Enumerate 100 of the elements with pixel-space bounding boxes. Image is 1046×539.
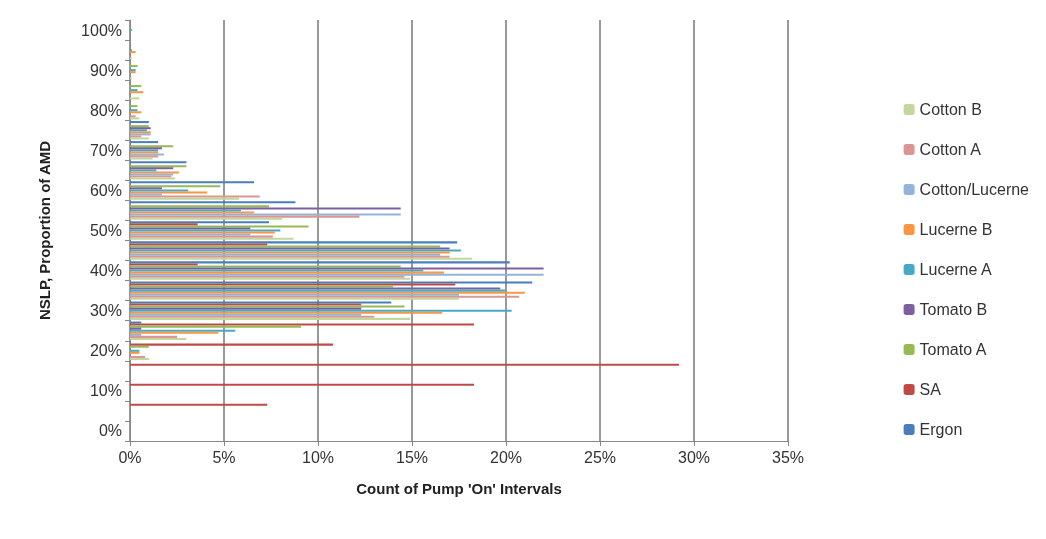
bar [130, 335, 177, 338]
bar [130, 243, 268, 246]
bar [130, 345, 149, 348]
bar [130, 177, 176, 180]
bar [130, 89, 138, 92]
bar [130, 135, 142, 138]
legend-label: Lucerne B [919, 221, 993, 238]
bar [130, 275, 405, 278]
bar [130, 301, 392, 304]
bar [130, 145, 174, 148]
bar [130, 153, 164, 156]
bar [130, 235, 273, 238]
bar [130, 51, 136, 54]
bar [130, 171, 179, 174]
bar [130, 237, 294, 240]
bar [130, 303, 362, 306]
bar [130, 281, 533, 284]
bar [130, 211, 255, 214]
bar [130, 111, 142, 114]
x-tick-label: 10% [301, 448, 335, 466]
x-tick-label: 30% [677, 448, 711, 466]
bar [130, 289, 506, 292]
bar [130, 121, 149, 124]
bar [130, 207, 401, 210]
bar [130, 261, 510, 264]
legend-label: Tomato A [919, 341, 987, 358]
x-tick-label: 25% [583, 448, 617, 466]
bar [130, 197, 240, 200]
bar [130, 311, 443, 314]
bar [130, 155, 159, 158]
legend-label: Tomato B [919, 301, 988, 318]
bar [130, 321, 142, 324]
bar [130, 217, 283, 220]
y-tick-label: 80% [89, 101, 122, 119]
y-tick-label: 30% [89, 302, 122, 320]
legend-label: Cotton A [919, 141, 982, 158]
legend-label: SA [919, 381, 942, 398]
bar [130, 383, 475, 386]
bar [130, 327, 142, 330]
bar [130, 185, 221, 188]
bar [130, 209, 241, 212]
bar [130, 269, 424, 272]
bar [130, 337, 187, 340]
bar [130, 65, 138, 68]
bar [130, 313, 362, 316]
bar [130, 317, 411, 320]
y-tick-label: 40% [89, 262, 122, 280]
bar [130, 307, 362, 310]
bar [130, 333, 142, 336]
y-tick-label: 10% [89, 382, 122, 400]
bar [130, 115, 136, 118]
bar [130, 233, 251, 236]
bar [130, 255, 450, 258]
x-tick-label: 15% [395, 448, 429, 466]
legend-label: Cotton/Lucerne [919, 181, 1030, 198]
bar [130, 227, 251, 230]
bar [130, 263, 198, 266]
bar [130, 257, 473, 260]
legend-label: Lucerne A [919, 261, 992, 278]
bar [130, 309, 512, 312]
bar [130, 189, 189, 192]
bar [130, 141, 159, 144]
bar [130, 97, 140, 100]
bar [130, 271, 444, 274]
bar [130, 253, 441, 256]
bar [130, 193, 162, 196]
bar [130, 157, 153, 160]
bar [130, 117, 140, 120]
bar [130, 215, 360, 218]
y-axis-title: NSLP, Proportion of AMD [36, 140, 53, 321]
bar [130, 191, 208, 194]
legend-label: Ergon [919, 421, 963, 438]
bar [130, 285, 394, 288]
bar [130, 229, 281, 232]
y-tick-label: 70% [89, 141, 122, 159]
bar [130, 291, 525, 294]
bar [130, 251, 450, 254]
bar [130, 329, 236, 332]
bar [130, 201, 296, 204]
bar [130, 305, 405, 308]
y-tick-label: 60% [89, 181, 122, 199]
bar [130, 265, 401, 268]
bar [130, 331, 219, 334]
x-tick-label: 35% [771, 448, 805, 466]
bar [130, 295, 520, 298]
bar [130, 223, 198, 226]
bar [130, 249, 461, 252]
bar [130, 283, 456, 286]
bar [130, 231, 275, 234]
bar [130, 277, 411, 280]
y-tick-label: 90% [89, 61, 122, 79]
bar [130, 267, 544, 270]
bar [130, 165, 187, 168]
bar [130, 167, 174, 170]
y-tick-label: 20% [89, 342, 122, 360]
y-tick-label: 50% [89, 222, 122, 239]
bar [130, 161, 187, 164]
x-tick-label: 5% [212, 448, 236, 466]
bar [130, 221, 270, 224]
x-tick-label: 20% [489, 448, 523, 466]
